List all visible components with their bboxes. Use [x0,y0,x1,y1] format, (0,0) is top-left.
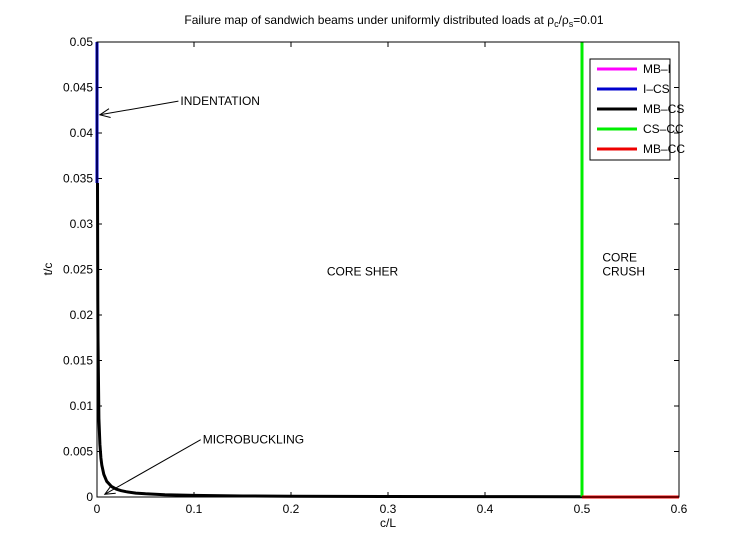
y-tick-label: 0.02 [70,308,94,322]
plot-frame [96,41,680,498]
x-tick-label: 0.6 [671,502,688,516]
annotation-label: INDENTATION [180,94,260,108]
legend-label: I–CS [643,82,670,96]
legend-label: CS–CC [643,122,684,136]
y-tick-label: 0.025 [63,263,93,277]
legend-label: MB–CC [643,142,685,156]
annotation-arrow-head [103,485,116,495]
region-label: CORE [602,251,637,265]
annotation-arrow-line [104,439,201,495]
y-tick-label: 0.015 [63,354,93,368]
x-tick-label: 0.4 [477,502,494,516]
x-tick-label: 0.2 [283,502,300,516]
annotation-label: MICROBUCKLING [203,433,304,447]
y-tick-label: 0.05 [70,35,94,49]
x-tick-label: 0.1 [186,502,203,516]
series-line-2 [96,182,583,499]
x-tick-label: 0 [94,502,101,516]
y-tick-label: 0.03 [70,217,94,231]
y-tick-label: 0.04 [70,126,94,140]
annotations-layer: INDENTATION MICROBUCKLING CORE SHER CORECRU… [98,94,645,495]
legend-label: MB–CS [643,102,684,116]
y-tick-label: 0 [86,490,93,504]
region-label: CRUSH [602,264,645,278]
annotation-arrow-head [98,108,111,118]
region-label: CORE SHER [327,264,399,278]
y-axis-ticks: 0 0.005 0.01 0.015 0.02 0.025 0.03 0.035 0.04 0.0… [63,35,679,504]
chart-title: Failure map of sandwich beams under unif… [184,13,604,29]
y-tick-label: 0.035 [63,172,93,186]
y-tick-label: 0.005 [63,445,93,459]
annotation-arrow-line [99,100,179,116]
legend: MB–I I–CS MB–CS CS–CC MB–CC [589,58,685,161]
x-tick-label: 0.5 [574,502,591,516]
legend-label: MB–I [643,62,671,76]
x-axis-label: c/L [380,516,396,530]
x-tick-label: 0.3 [380,502,397,516]
y-axis-label: t/c [41,263,55,276]
y-tick-label: 0.01 [70,399,94,413]
y-tick-label: 0.045 [63,81,93,95]
x-axis-ticks: 0 0.1 0.2 0.3 0.4 0.5 0.6 [94,42,688,516]
